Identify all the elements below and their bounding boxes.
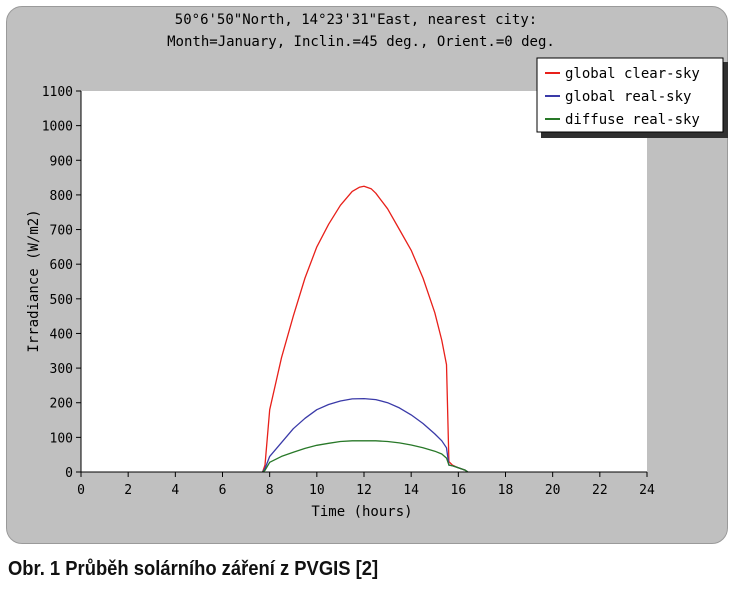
x-tick-label: 20 (545, 483, 561, 498)
chart-title: 50°6'50"North, 14°23'31"East, nearest ci… (175, 12, 537, 28)
x-ticks: 0 2 4 6 8 10 12 14 16 18 20 22 24 (77, 472, 655, 498)
y-tick-label: 500 (50, 293, 73, 308)
legend: global clear-sky global real-sky diffuse r… (536, 57, 728, 138)
x-tick-label: 18 (498, 483, 514, 498)
chart-subtitle: Month=January, Inclin.=45 deg., Orient.=… (167, 34, 555, 50)
y-axis-label: Irradiance (W/m2) (26, 209, 42, 352)
x-tick-label: 2 (124, 483, 132, 498)
x-tick-label: 12 (356, 483, 372, 498)
x-tick-label: 8 (266, 483, 274, 498)
plot-area (81, 91, 647, 472)
y-tick-label: 200 (50, 397, 73, 412)
y-tick-label: 300 (50, 362, 73, 377)
y-tick-label: 100 (50, 431, 73, 446)
x-tick-label: 0 (77, 483, 85, 498)
x-tick-label: 4 (171, 483, 179, 498)
y-tick-label: 1000 (42, 120, 73, 135)
legend-label-diffuse-real-sky: diffuse real-sky (565, 112, 700, 128)
x-tick-label: 22 (592, 483, 608, 498)
x-axis-label: Time (hours) (311, 504, 412, 520)
y-tick-label: 900 (50, 154, 73, 169)
legend-label-global-clear-sky: global clear-sky (565, 66, 700, 82)
y-tick-label: 800 (50, 189, 73, 204)
y-tick-label: 1100 (42, 85, 73, 100)
x-tick-label: 24 (639, 483, 655, 498)
x-tick-label: 6 (219, 483, 227, 498)
figure-caption: Obr. 1 Průběh solárního záření z PVGIS [… (8, 558, 379, 580)
x-tick-label: 16 (451, 483, 467, 498)
series-line-global-clear-sky (261, 185, 469, 473)
y-tick-label: 600 (50, 258, 73, 273)
series-layer (261, 185, 469, 473)
legend-items: global clear-sky global real-sky diffuse r… (545, 66, 700, 128)
y-tick-label: 700 (50, 224, 73, 239)
series-line-diffuse-real-sky (262, 440, 469, 473)
legend-box (536, 57, 724, 133)
irradiance-chart: 50°6'50"North, 14°23'31"East, nearest ci… (26, 12, 728, 520)
y-tick-label: 0 (65, 466, 73, 481)
x-tick-label: 10 (309, 483, 325, 498)
legend-label-global-real-sky: global real-sky (565, 89, 691, 105)
y-tick-label: 400 (50, 327, 73, 342)
x-tick-label: 14 (403, 483, 419, 498)
y-ticks: 0 100 200 300 400 500 600 700 800 900 1000 1100 (42, 85, 81, 481)
